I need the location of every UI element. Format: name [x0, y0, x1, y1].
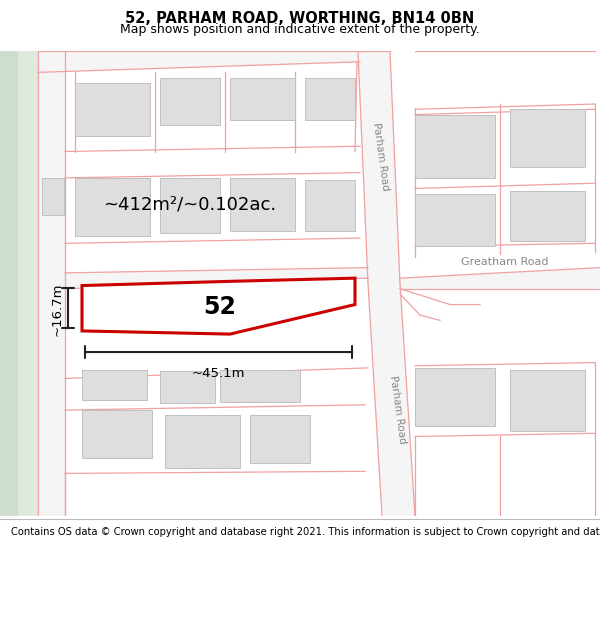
Text: Parham Road: Parham Road: [388, 376, 408, 445]
Bar: [160, 178, 220, 232]
Text: 52, PARHAM ROAD, WORTHING, BN14 0BN: 52, PARHAM ROAD, WORTHING, BN14 0BN: [125, 11, 475, 26]
Bar: [415, 114, 495, 178]
Bar: [42, 178, 64, 215]
Bar: [415, 368, 495, 426]
Polygon shape: [18, 51, 38, 516]
Polygon shape: [38, 51, 65, 516]
Bar: [510, 109, 585, 168]
Bar: [165, 416, 240, 468]
Bar: [305, 78, 355, 120]
Bar: [250, 416, 310, 463]
Text: Contains OS data © Crown copyright and database right 2021. This information is : Contains OS data © Crown copyright and d…: [11, 526, 600, 536]
Text: Parham Road: Parham Road: [371, 122, 391, 191]
Bar: [160, 371, 215, 402]
Polygon shape: [38, 51, 362, 72]
Text: Map shows position and indicative extent of the property.: Map shows position and indicative extent…: [120, 23, 480, 36]
Bar: [75, 83, 150, 136]
Bar: [305, 180, 355, 231]
Polygon shape: [65, 268, 368, 289]
Bar: [160, 78, 220, 125]
Text: 52: 52: [203, 294, 236, 319]
Bar: [230, 178, 295, 231]
Text: ~412m²/~0.102ac.: ~412m²/~0.102ac.: [103, 195, 277, 213]
Text: Greatham Road: Greatham Road: [461, 258, 549, 268]
Bar: [75, 178, 150, 236]
Bar: [82, 410, 152, 458]
Polygon shape: [82, 278, 355, 334]
Bar: [220, 370, 300, 402]
Polygon shape: [358, 51, 400, 283]
Polygon shape: [400, 268, 600, 289]
Bar: [510, 370, 585, 431]
Text: ~45.1m: ~45.1m: [191, 367, 245, 380]
Bar: [415, 194, 495, 246]
Polygon shape: [368, 283, 415, 516]
Bar: [82, 370, 147, 399]
Text: ~16.7m: ~16.7m: [51, 282, 64, 336]
Bar: [510, 191, 585, 241]
Polygon shape: [0, 51, 38, 516]
Bar: [230, 78, 295, 120]
